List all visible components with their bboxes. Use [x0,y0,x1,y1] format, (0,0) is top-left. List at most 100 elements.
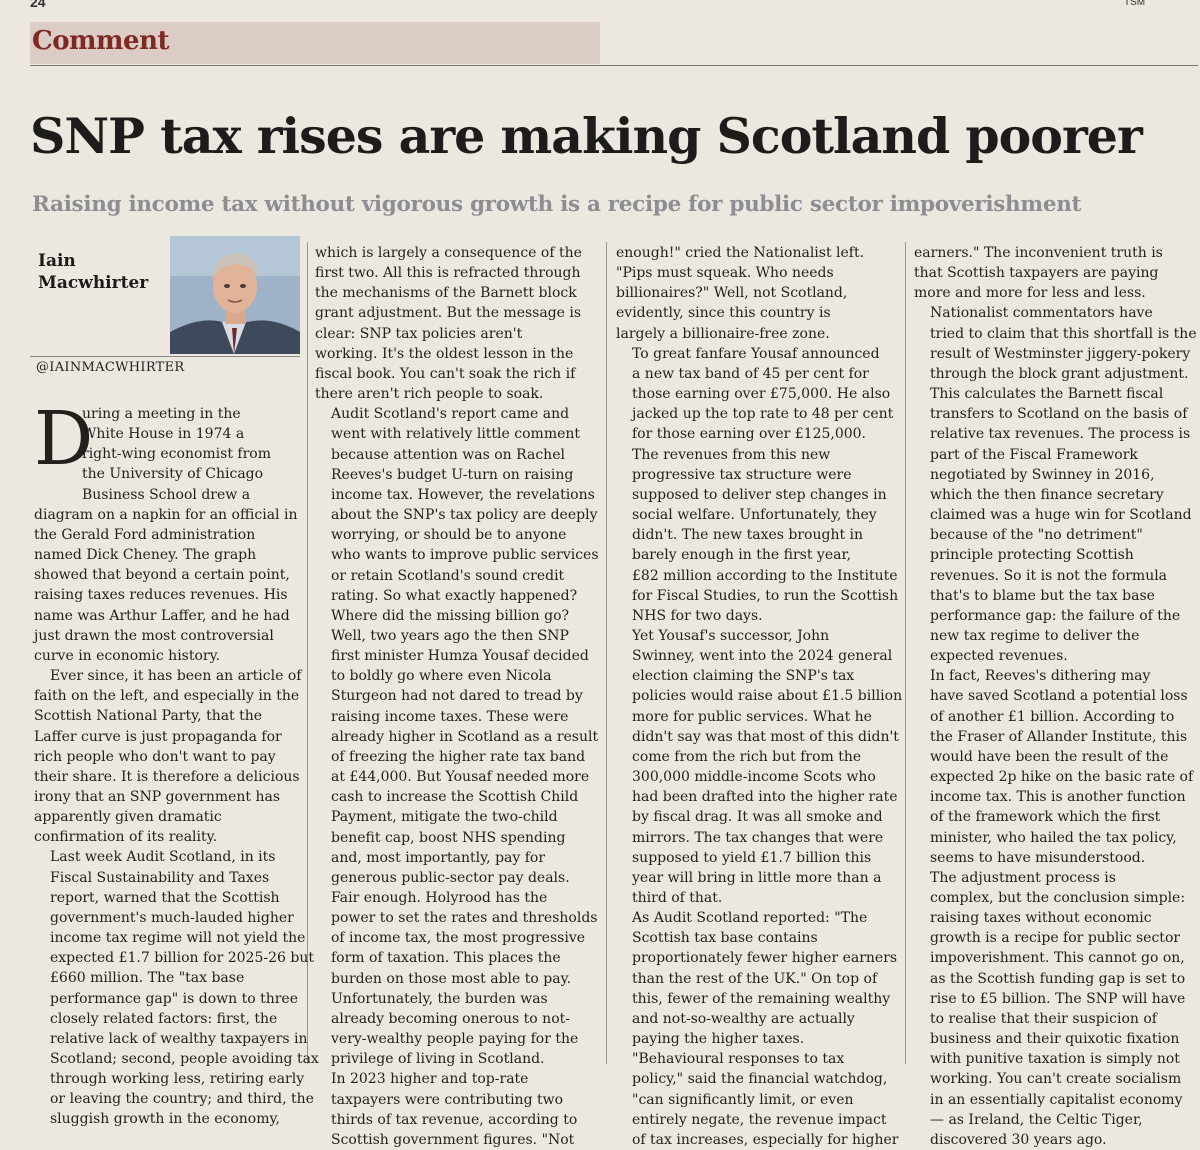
text-line: irony that an SNP government has [34,788,281,805]
text-line: claimed was a huge win for Scotland [930,507,1192,524]
byline-rule [30,356,300,357]
text-line: seems to have misunderstood. [930,849,1146,866]
text-line: that's to blame but the tax base [930,587,1155,604]
text-line: more for public services. What he [632,708,872,725]
text-line: White House in 1974 a [82,426,245,443]
text-line: rich people who don't want to pay [34,748,276,765]
text-line: report, warned that the Scottish [50,889,280,906]
text-line: revenues. So it is not the formula [930,567,1168,584]
text-line: already becoming onerous to not- [331,1010,570,1027]
text-line: in an essentially capitalist economy [930,1091,1183,1108]
column-rule-1 [307,242,308,1064]
text-line: didn't say was that most of this didn't [632,728,899,745]
text-line: have saved Scotland a potential loss [930,688,1188,705]
text-line: expected £1.7 billion for 2025-26 but [50,950,314,967]
text-line: growth is a recipe for public sector [930,930,1181,947]
text-line: year will bring in little more than a [632,869,882,886]
text-line: third of that. [632,890,723,906]
text-line: faith on the left, and especially in the [34,688,300,705]
column-4-paragraph: earners." The inconvenient truth is that … [914,243,1190,303]
text-line: diagram on a napkin for an official in [34,506,298,523]
article-column-2: which is largely a consequence of the fir… [315,243,599,1150]
text-line: form of taxation. This places the [331,950,561,967]
text-line: and, most importantly, pay for [331,849,546,866]
byline: Iain Macwhirter [30,236,300,354]
text-line: NHS for two days. [632,607,763,624]
text-line: Laffer curve is just propaganda for [34,728,282,745]
text-line: performance gap" is down to three [50,990,298,1007]
text-line: cash to increase the Scottish Child [331,789,579,806]
text-line: closely related factors: first, the [50,1010,278,1027]
text-line: Swinney, went into the 2024 general [632,648,893,665]
text-line: which is largely a consequence of the [315,245,582,261]
text-line: raising income taxes. These were [331,708,569,725]
text-line: entirely negate, the revenue impact [632,1111,887,1128]
column-rule-2 [606,242,607,1064]
article-column-4: earners." The inconvenient truth is that … [914,243,1197,1150]
text-line: evidently, since this country is [616,305,831,322]
column-2-paragraph: In 2023 higher and top-rate taxpayers wer… [315,1069,590,1150]
text-line: working. You can't create socialism [930,1071,1182,1088]
text-line: fiscal book. You can't soak the rich if [315,365,576,382]
text-line: through the block grant adjustment. [930,365,1189,382]
column-3-paragraph: To great fanfare Yousaf announced a new t… [616,344,894,445]
text-line: income tax. This is another function [930,789,1186,806]
text-line: about the SNP's tax policy are deeply [331,507,598,524]
text-line: relative tax revenues. The process is [930,426,1191,443]
drop-cap-lines: uring a meeting in the White House in 197… [82,404,271,505]
text-line: £660 million. The "tax base [50,970,245,987]
text-line: Fiscal Sustainability and Taxes [50,869,270,886]
text-line: burden on those most able to pay. [331,970,572,987]
text-line: come from the rich but from the [632,748,862,765]
text-line: because attention was on Rachel [331,446,565,463]
text-line: first minister Humza Yousaf decided [331,648,589,665]
text-line: as the Scottish funding gap is set to [930,970,1186,987]
text-line: expected 2p hike on the basic rate of [930,769,1194,786]
text-line: working. It's the oldest lesson in the [315,345,574,362]
text-line: business and their quixotic fixation [930,1031,1180,1048]
text-line: billionaires?" Well, not Scotland, [616,285,848,302]
text-line: confirmation of its reality. [34,829,218,846]
column-3-paragraph: Yet Yousaf's successor, John Swinney, wen… [616,626,903,908]
text-line: of freezing the higher rate tax band [331,748,586,765]
text-line: taxpayers were contributing two [331,1091,564,1108]
column-2-paragraph: Fair enough. Holyrood has the power to se… [315,888,597,1069]
column-1-paragraphs: Ever since, it has been an article of fai… [34,666,319,1130]
text-line: earners." The inconvenient truth is [914,245,1163,261]
text-line: or retain Scotland's sound credit [331,567,565,584]
text-line: proportionately fewer higher earners [632,950,898,967]
text-line: at £44,000. But Yousaf needed more [331,769,590,786]
text-line: "can significantly limit, or even [632,1091,854,1108]
text-line: social welfare. Unfortunately, they [632,507,877,524]
text-line: Well, two years ago the then SNP [331,627,569,644]
text-line: first two. All this is refracted through [315,265,581,282]
text-line: Ever since, it has been an article of [50,668,302,685]
text-line: new tax regime to deliver the [930,627,1140,644]
text-line: Unfortunately, the burden was [331,990,548,1007]
text-line: privilege of living in Scotland. [331,1051,545,1068]
text-line: the mechanisms of the Barnett block [315,285,577,302]
text-line: through working less, retiring early [50,1071,305,1088]
text-line: complex, but the conclusion simple: [930,890,1186,906]
text-line: more and more for less and less. [914,285,1146,302]
text-line: went with relatively little comment [331,426,581,443]
text-line: grant adjustment. But the message is [315,305,582,322]
text-line: the Gerald Ford administration [34,526,256,543]
text-line: clear: SNP tax policies aren't [315,325,523,342]
text-line: named Dick Cheney. The graph [34,547,257,564]
text-line: with punitive taxation is simply not [930,1051,1180,1068]
column-1-paragraph: Last week Audit Scotland, in its Fiscal S… [34,847,319,1129]
text-line: £82 million according to the Institute [632,567,898,584]
text-line: policies would raise about £1.5 billion [632,688,903,705]
text-line: of the framework which the first [930,809,1161,826]
article-column-3: enough!" cried the Nationalist left. "Pip… [616,243,903,1150]
standfirst: Raising income tax without vigorous grow… [32,192,1082,217]
text-line: uring a meeting in the [82,406,241,422]
text-line: "Behavioural responses to tax [632,1051,845,1068]
text-line: transfers to Scotland on the basis of [930,406,1188,423]
text-line: that Scottish taxpayers are paying [914,265,1159,282]
text-line: their share. It is therefore a delicious [34,768,300,785]
text-line: 300,000 middle-income Scots who [632,769,876,786]
column-2-paragraph: Well, two years ago the then SNP first mi… [315,626,598,888]
text-line: relative lack of wealthy taxpayers in [50,1030,308,1047]
